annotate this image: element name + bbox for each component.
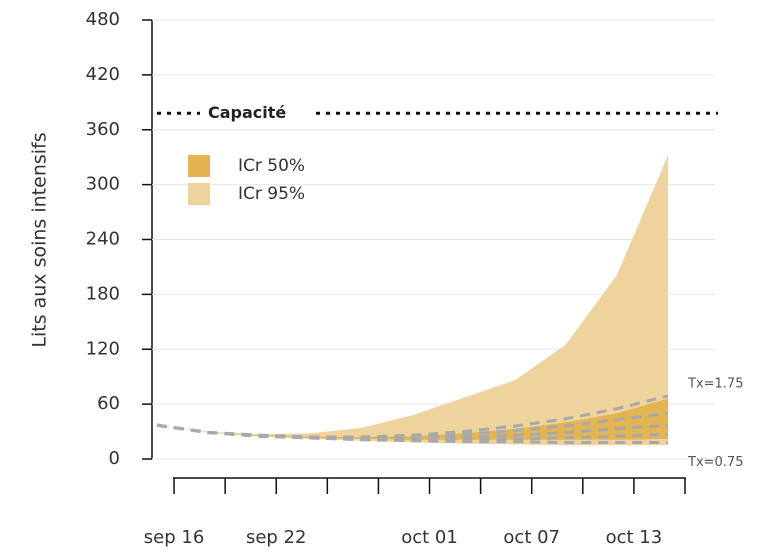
x-tick-label: oct 07 [503,527,560,548]
line-annotation: Tx=1.75 [687,376,743,391]
y-tick-label: 240 [86,229,120,250]
x-tick-label: sep 16 [144,527,205,548]
y-tick-label: 300 [86,174,120,195]
y-tick-label: 120 [86,338,120,359]
legend-label: ICr 95% [238,184,305,204]
scenario-line [156,423,668,445]
confidence-band [157,398,668,440]
legend-swatch [188,155,210,177]
x-tick-label: sep 22 [246,527,307,548]
y-axis-label: Lits aux soins intensifs [29,132,51,347]
y-tick-label: 0 [109,448,120,469]
y-tick-label: 180 [86,283,120,304]
line-annotation: Tx=0.75 [687,455,743,470]
legend-swatch [188,183,210,205]
y-tick-label: 360 [86,119,120,140]
y-tick-label: 420 [86,64,120,85]
y-tick-label: 480 [86,9,120,30]
capacity-label: Capacité [208,103,286,122]
x-tick-label: oct 01 [401,527,458,548]
legend-label: ICr 50% [238,156,305,176]
y-tick-label: 60 [97,393,120,414]
confidence-band [157,155,668,446]
x-tick-label: oct 13 [606,527,663,548]
